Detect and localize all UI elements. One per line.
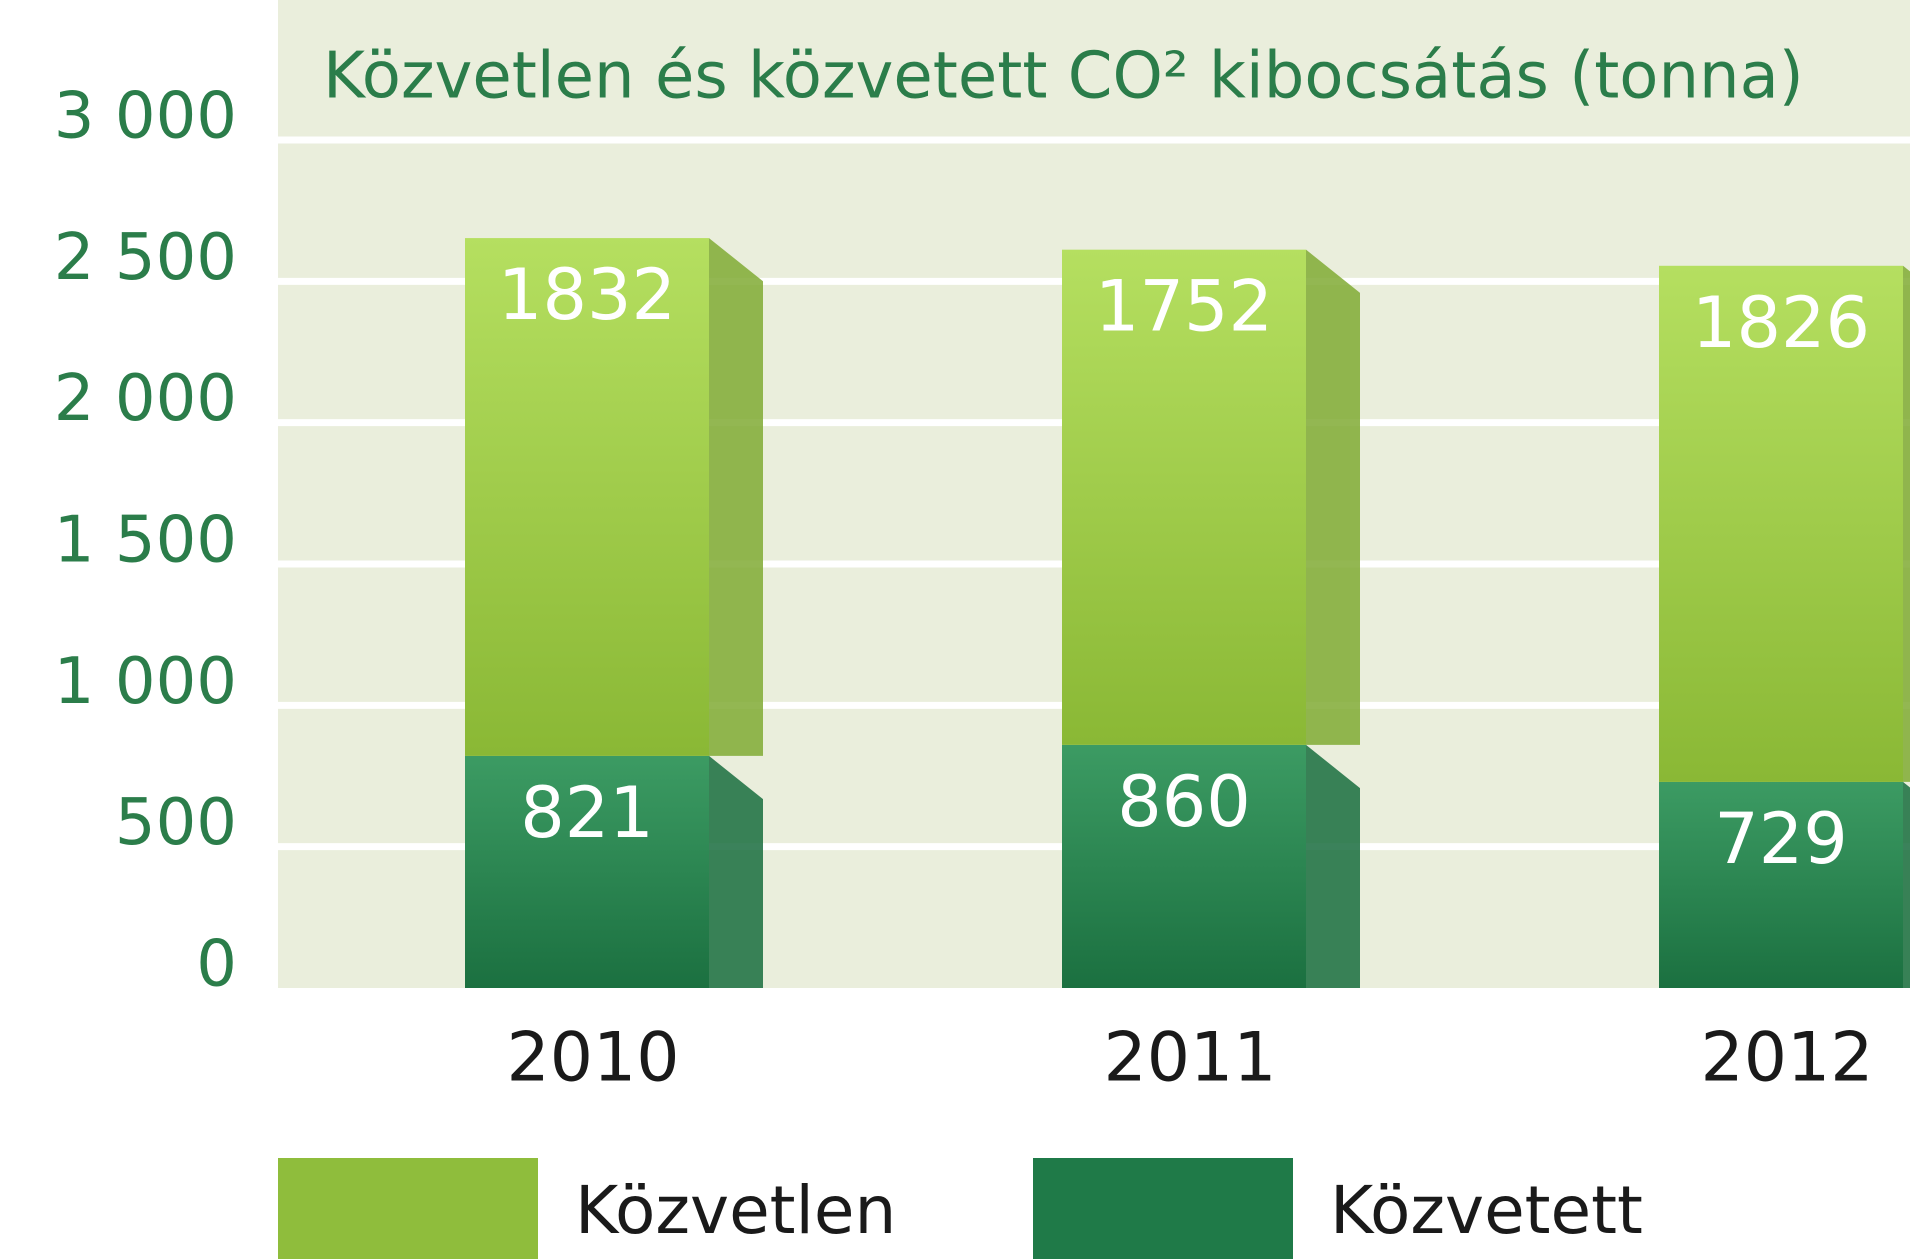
x-tick-label: 2012 xyxy=(1700,1019,1873,1098)
bar-side xyxy=(1306,249,1360,745)
y-tick-label: 2 500 xyxy=(54,221,237,295)
bar-side xyxy=(709,755,763,988)
x-tick-label: 2010 xyxy=(506,1019,679,1098)
data-label: 821 xyxy=(520,772,654,854)
bar-segment xyxy=(465,238,709,756)
bar-side xyxy=(1903,781,1910,988)
bar-segment xyxy=(1062,249,1306,745)
bar-side-shade xyxy=(1306,249,1360,745)
bar-side-shade xyxy=(1903,781,1910,988)
data-label: 860 xyxy=(1117,761,1251,843)
chart-title: Közvetlen és közvetett CO² kibocsátás (t… xyxy=(323,40,1804,114)
bar-side-shade xyxy=(709,755,763,988)
legend-label: Közvetett xyxy=(1330,1172,1643,1249)
bar-segment xyxy=(1062,744,1306,988)
legend-swatch xyxy=(1033,1158,1293,1259)
bar-segment xyxy=(1659,265,1903,782)
bar-side xyxy=(1903,265,1910,782)
y-tick-label: 2 000 xyxy=(54,362,237,436)
legend-swatch xyxy=(278,1158,538,1259)
bar-side-shade xyxy=(709,238,763,756)
y-tick-label: 0 xyxy=(196,928,237,1002)
legend-label: Közvetlen xyxy=(575,1172,896,1249)
y-tick-label: 1 500 xyxy=(54,504,237,578)
bar-side-shade xyxy=(1306,744,1360,988)
bar-side-shade xyxy=(1903,265,1910,782)
data-label: 1832 xyxy=(498,254,676,336)
bar-side xyxy=(709,238,763,756)
data-label: 1752 xyxy=(1095,266,1273,348)
bar-segment xyxy=(1659,781,1903,988)
data-label: 1826 xyxy=(1692,282,1870,364)
bar-segment xyxy=(465,755,709,988)
x-tick-label: 2011 xyxy=(1103,1019,1276,1098)
bar-side xyxy=(1306,744,1360,988)
data-label: 729 xyxy=(1714,798,1848,880)
y-tick-label: 1 000 xyxy=(54,645,237,719)
y-tick-label: 3 000 xyxy=(54,80,237,154)
y-tick-label: 500 xyxy=(115,786,237,860)
